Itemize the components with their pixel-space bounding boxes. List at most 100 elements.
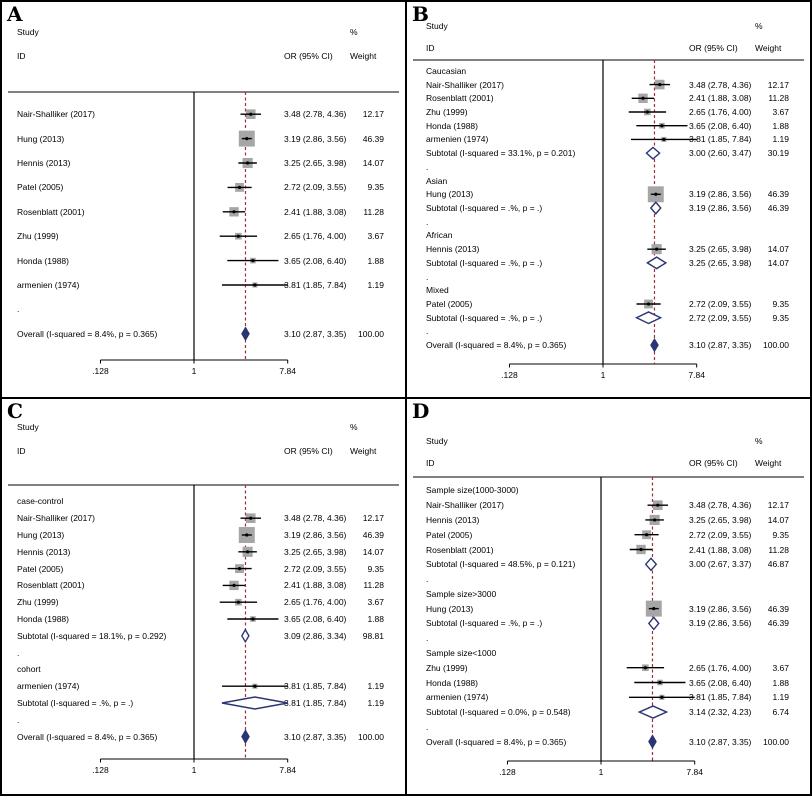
point-estimate-marker	[662, 137, 666, 142]
column-header-percent: %	[755, 436, 763, 446]
weight-value: 3.67	[367, 231, 384, 242]
or-ci-value: 3.65 (2.08, 6.40)	[689, 120, 752, 131]
weight-value: 46.39	[767, 618, 789, 629]
study-label: Hennis (2013)	[17, 158, 71, 168]
spacer-dot: .	[426, 721, 429, 732]
or-ci-value: 3.81 (1.85, 7.84)	[689, 692, 752, 703]
column-header-or-ci: OR (95% CI)	[689, 43, 738, 53]
weight-value: 100.00	[358, 328, 384, 339]
study-label: Hung (2013)	[17, 530, 65, 540]
weight-value: 46.39	[767, 189, 789, 200]
weight-value: 14.07	[362, 546, 384, 557]
weight-value: 1.88	[367, 255, 384, 266]
or-ci-value: 3.10 (2.87, 3.35)	[689, 340, 752, 351]
weight-value: 46.39	[767, 203, 789, 213]
weight-value: 12.17	[362, 513, 384, 524]
or-ci-value: 2.72 (2.09, 3.55)	[689, 529, 752, 540]
point-estimate-marker	[237, 185, 242, 189]
point-estimate-marker	[245, 137, 249, 141]
point-estimate-marker	[652, 607, 656, 611]
point-estimate-marker	[253, 283, 257, 287]
study-label: armenien (1974)	[17, 681, 80, 692]
or-ci-value: 3.48 (2.78, 4.36)	[284, 513, 347, 524]
column-header-weight: Weight	[755, 458, 782, 468]
weight-value: 12.17	[767, 500, 789, 511]
study-label: Patel (2005)	[426, 299, 473, 309]
subtotal-diamond	[221, 696, 288, 710]
weight-value: 14.07	[362, 158, 384, 168]
point-estimate-marker	[658, 680, 662, 685]
subtotal-diamond	[647, 616, 660, 631]
weight-value: 9.35	[367, 182, 384, 193]
study-label: Nair-Shalliker (2017)	[426, 79, 504, 90]
study-label: Hennis (2013)	[17, 546, 71, 557]
weight-value: 3.67	[367, 597, 384, 608]
spacer-dot: .	[426, 216, 429, 227]
forest-plot-canvas	[413, 476, 804, 765]
point-estimate-marker	[251, 259, 255, 263]
spacer-dot: .	[426, 574, 429, 585]
or-ci-value: 3.10 (2.87, 3.35)	[689, 736, 752, 747]
column-header-study: Study	[17, 422, 39, 432]
column-header-or-ci: OR (95% CI)	[689, 458, 738, 468]
point-estimate-marker	[246, 161, 250, 165]
weight-value: 1.19	[367, 280, 384, 290]
or-ci-value: 3.48 (2.78, 4.36)	[284, 109, 347, 120]
or-ci-value: 3.09 (2.86, 3.34)	[284, 630, 347, 641]
spacer-dot: .	[426, 326, 429, 337]
weight-value: 9.35	[772, 312, 789, 323]
weight-value: 100.00	[763, 736, 789, 747]
weight-value: 46.39	[362, 133, 384, 144]
weight-value: 1.19	[367, 698, 384, 708]
or-ci-value: 2.65 (1.76, 4.00)	[689, 107, 752, 117]
or-ci-value: 2.41 (1.88, 3.08)	[284, 206, 347, 217]
or-ci-value: 3.25 (2.65, 3.98)	[689, 244, 752, 255]
study-label: Zhu (1999)	[17, 231, 59, 242]
panel-letter: B	[412, 2, 429, 26]
or-ci-value: 2.72 (2.09, 3.55)	[284, 563, 347, 574]
weight-value: 100.00	[763, 340, 789, 351]
group-label: African	[426, 230, 453, 241]
point-estimate-marker	[237, 567, 242, 571]
weight-value: 1.88	[772, 677, 789, 688]
or-ci-value: 3.19 (2.86, 3.56)	[284, 133, 347, 144]
subtotal-label: Subtotal (I-squared = .%, p = .)	[426, 312, 543, 323]
or-ci-value: 3.81 (1.85, 7.84)	[284, 280, 347, 290]
axis-tick-label: 7.84	[686, 767, 703, 777]
column-header-or-ci: OR (95% CI)	[284, 446, 333, 456]
point-estimate-marker	[660, 695, 664, 699]
subtotal-label: Subtotal (I-squared = 0.0%, p = 0.548)	[426, 707, 571, 718]
point-estimate-marker	[249, 516, 253, 520]
point-estimate-marker	[236, 600, 240, 604]
point-estimate-marker	[644, 533, 649, 537]
forest-panel-a: A Study ID OR (95% CI)% Weight .128 1 7.84 Nair-…	[2, 2, 405, 397]
study-label: Nair-Shalliker (2017)	[17, 109, 95, 120]
spacer-dot: .	[426, 633, 429, 644]
study-label: Zhu (1999)	[426, 662, 468, 673]
study-label: Hung (2013)	[426, 189, 474, 200]
group-label: Mixed	[426, 285, 449, 296]
or-ci-value: 3.19 (2.86, 3.56)	[689, 618, 752, 629]
column-header-study: Study	[426, 436, 448, 446]
column-header-weight: Weight	[755, 43, 782, 53]
point-estimate-marker	[232, 583, 236, 587]
point-estimate-marker	[646, 302, 651, 306]
point-estimate-marker	[643, 666, 647, 670]
or-ci-value: 3.48 (2.78, 4.36)	[689, 79, 752, 90]
or-ci-value: 3.81 (1.85, 7.84)	[689, 134, 752, 145]
or-ci-value: 3.19 (2.86, 3.56)	[284, 530, 347, 540]
point-estimate-marker	[656, 503, 660, 507]
axis-tick-label: 1	[191, 765, 197, 775]
forest-plot-canvas	[8, 484, 399, 763]
column-header-study: Study	[426, 21, 448, 31]
or-ci-value: 3.19 (2.86, 3.56)	[689, 603, 752, 614]
weight-value: 30.19	[767, 148, 789, 159]
weight-value: 14.07	[767, 514, 789, 525]
study-label: armenien (1974)	[426, 692, 489, 703]
or-ci-value: 3.65 (2.08, 6.40)	[284, 255, 347, 266]
point-estimate-marker	[658, 82, 662, 87]
forest-panel-b: B Study ID OR (95% CI)% Weight .128 1 7.84 Cauca…	[407, 2, 810, 397]
forest-panel-d: D Study ID OR (95% CI)% Weight .128 1 7.84 Sampl…	[407, 399, 810, 794]
weight-value: 100.00	[358, 731, 384, 742]
